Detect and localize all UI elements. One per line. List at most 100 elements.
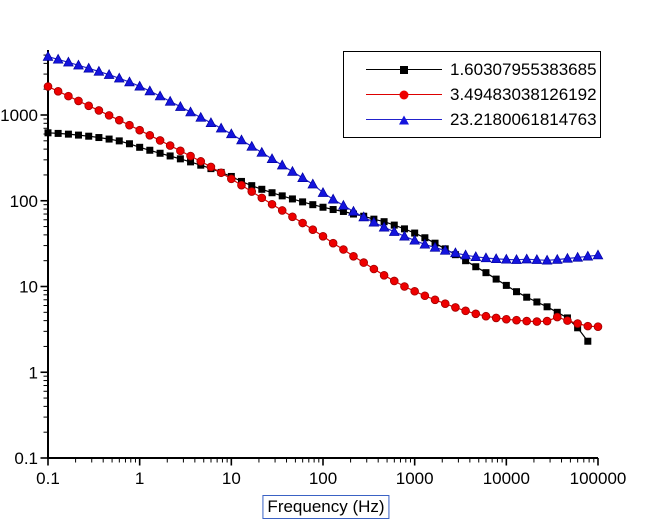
data-point-triangle [266, 153, 278, 164]
legend[interactable]: 1.60307955383685 3.49483038126192 23.218… [343, 51, 601, 138]
data-point-circle [420, 291, 430, 301]
data-point-square [74, 131, 82, 139]
circle-marker-icon [399, 90, 409, 99]
data-point-triangle [52, 53, 64, 64]
data-point-square [421, 234, 429, 242]
data-point-square [390, 221, 398, 229]
data-point-square [105, 135, 113, 143]
data-point-circle [583, 321, 593, 331]
data-point-triangle [307, 178, 319, 189]
data-point-triangle [287, 165, 298, 176]
data-point-circle [339, 245, 348, 254]
data-point-circle [227, 174, 236, 184]
x-tick-label: 10000 [483, 469, 530, 488]
data-point-circle [237, 180, 246, 190]
data-point-square [278, 192, 286, 200]
data-point-triangle [368, 216, 380, 227]
y-tick-label: 10 [19, 278, 38, 297]
data-point-circle [318, 231, 328, 241]
data-point-triangle [63, 56, 74, 67]
data-point-triangle [572, 251, 584, 262]
data-point-square [462, 257, 470, 265]
data-point-triangle [450, 247, 461, 258]
data-point-circle [155, 136, 165, 145]
data-point-circle [379, 271, 389, 280]
data-point-circle [135, 125, 144, 135]
data-point-triangle [246, 140, 258, 151]
data-point-triangle [358, 211, 370, 222]
data-point-circle [308, 225, 318, 234]
data-point-circle [471, 309, 481, 319]
data-point-square [85, 132, 93, 140]
legend-line-sample [366, 90, 442, 100]
data-point-circle [196, 157, 206, 166]
data-point-triangle [378, 221, 390, 232]
data-point-circle [74, 96, 83, 106]
triangle-marker-icon [399, 115, 409, 124]
data-point-circle [84, 101, 94, 111]
data-point-square [125, 140, 133, 148]
data-point-circle [359, 258, 369, 267]
data-point-square [472, 263, 480, 271]
data-point-triangle [592, 249, 604, 260]
y-tick-label: 1 [29, 363, 38, 382]
data-point-triangle [511, 254, 522, 264]
data-point-square [492, 275, 500, 283]
legend-line-sample [366, 65, 442, 75]
legend-line-sample [366, 115, 442, 125]
data-point-triangle [124, 76, 135, 87]
data-point-circle [440, 299, 450, 309]
data-point-square [533, 298, 541, 306]
legend-item-red-circles: 3.49483038126192 [344, 82, 600, 107]
data-point-square [156, 149, 164, 157]
data-point-triangle [419, 238, 431, 249]
data-point-circle [53, 86, 63, 96]
legend-label: 3.49483038126192 [450, 84, 597, 104]
data-point-circle [593, 322, 603, 331]
data-point-circle [165, 141, 175, 150]
data-point-triangle [399, 230, 410, 241]
data-point-circle [104, 111, 114, 120]
data-point-square [146, 146, 154, 154]
legend-item-black-squares: 1.60307955383685 [344, 57, 600, 82]
y-tick-label: 1000 [0, 106, 38, 125]
data-point-square [513, 288, 521, 296]
data-point-circle [430, 295, 440, 305]
data-point-triangle [236, 134, 247, 145]
data-point-triangle [174, 100, 186, 111]
axis-spines [47, 50, 598, 459]
data-point-circle [481, 311, 491, 321]
data-point-square [248, 182, 256, 190]
y-tick-label: 0.1 [14, 449, 38, 468]
data-point-square [166, 152, 174, 160]
x-axis-title[interactable]: Frequency (Hz) [262, 495, 390, 519]
data-point-triangle [93, 65, 105, 76]
data-point-triangle [562, 252, 573, 263]
data-point-circle [257, 193, 267, 203]
data-point-triangle [205, 117, 217, 127]
data-point-circle [400, 282, 409, 291]
data-point-square [411, 229, 419, 237]
data-point-triangle [551, 253, 563, 264]
data-point-circle [43, 82, 53, 91]
data-point-circle [491, 313, 501, 323]
data-point-triangle [297, 172, 308, 182]
data-point-circle [114, 115, 124, 125]
data-point-circle [532, 317, 542, 326]
data-point-square [400, 225, 408, 233]
data-point-triangle [83, 62, 95, 73]
legend-item-blue-triangles: 23.2180061814763 [344, 107, 600, 132]
data-point-triangle [338, 199, 349, 210]
data-point-circle [369, 264, 379, 274]
data-point-triangle [42, 50, 54, 61]
data-point-circle [389, 276, 399, 286]
x-tick-label: 1 [135, 469, 144, 488]
x-tick-label: 100000 [570, 469, 627, 488]
data-point-square [329, 206, 337, 214]
data-point-circle [125, 120, 134, 130]
data-point-circle [410, 286, 419, 296]
data-point-triangle [388, 226, 400, 236]
data-point-triangle [348, 205, 359, 216]
data-point-triangle [439, 244, 451, 255]
